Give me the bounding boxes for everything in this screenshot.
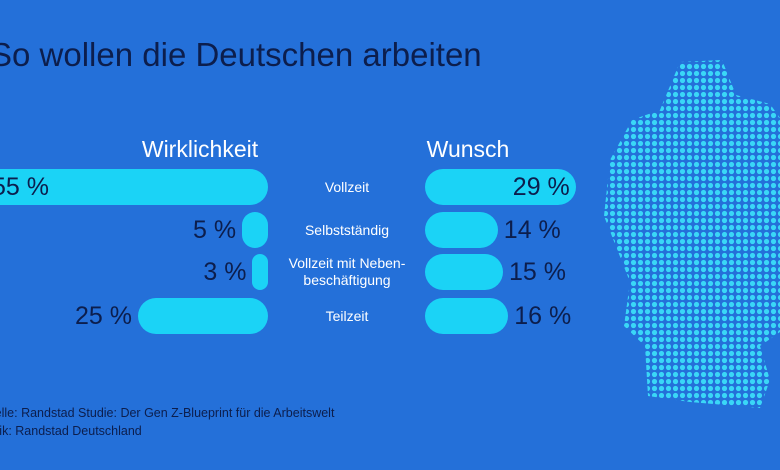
bar (252, 254, 268, 290)
value-label: 55 % (0, 173, 49, 201)
bar (425, 212, 498, 248)
value-label: 15 % (509, 258, 566, 286)
source: Quelle: Randstad Studie: Der Gen Z-Bluep… (0, 406, 335, 420)
bar (242, 212, 268, 248)
bar (425, 298, 509, 334)
value-label: 25 % (75, 302, 132, 330)
bar (0, 169, 268, 205)
legend-label: Wirklichkeit (141, 136, 259, 162)
chart-title: So wollen die Deutschen arbeiten (0, 36, 482, 73)
bar (138, 298, 268, 334)
category-label: Teilzeit (325, 307, 369, 324)
category-label: Vollzeit mit Neben-beschäftigung (288, 255, 406, 288)
value-label: 29 % (512, 173, 570, 201)
value-label: 16 % (514, 302, 572, 330)
category-label: Vollzeit (324, 178, 370, 195)
category-label: Selbstständig (304, 221, 390, 238)
legend-label: Wunsch (426, 136, 510, 162)
credit: Grafik: Randstad Deutschland (0, 424, 142, 438)
germany-dots (604, 60, 780, 408)
bar (425, 169, 576, 205)
value-label: 3 % (203, 258, 247, 286)
value-label: 14 % (503, 216, 561, 244)
bar (425, 254, 503, 290)
value-label: 5 % (193, 216, 237, 244)
